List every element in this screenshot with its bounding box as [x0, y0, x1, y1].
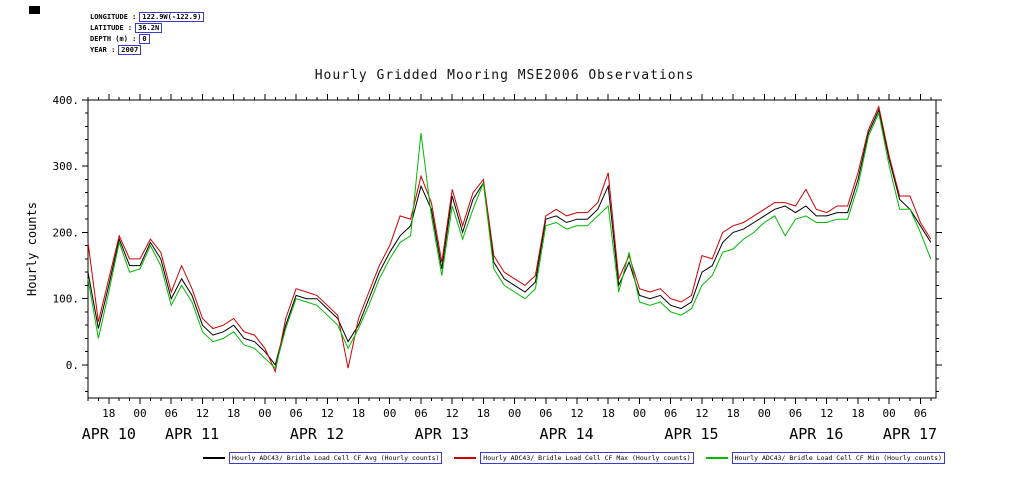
series-line-0: [87, 108, 932, 367]
svg-text:12: 12: [196, 407, 209, 420]
longitude-value[interactable]: 122.9W(-122.9): [139, 12, 205, 22]
svg-text:18: 18: [602, 407, 615, 420]
metadata-row-year: YEAR : 2007: [90, 45, 204, 55]
avg-legend-label[interactable]: Hourly ADC43/ Bridle Load Cell CF Avg (H…: [229, 452, 443, 464]
svg-text:18: 18: [227, 407, 240, 420]
metadata-row-longitude: LONGITUDE : 122.9W(-122.9): [90, 12, 205, 22]
svg-text:APR 11: APR 11: [165, 425, 219, 443]
svg-text:400.: 400.: [53, 94, 80, 107]
latitude-value[interactable]: 36.2N: [135, 23, 163, 33]
svg-text:18: 18: [851, 407, 864, 420]
legend-item-min: Hourly ADC43/ Bridle Load Cell CF Min (H…: [705, 452, 945, 464]
axis-ticks: [82, 94, 942, 404]
svg-text:APR 15: APR 15: [664, 425, 718, 443]
svg-text:06: 06: [165, 407, 178, 420]
svg-text:APR 12: APR 12: [290, 425, 344, 443]
axis-labels: 0. 100. 200. 300. 400. 18 00 06 12 18 00 06 12 18 00 06…: [25, 94, 937, 443]
longitude-label: LONGITUDE :: [90, 13, 137, 21]
depth-label: DEPTH (m) :: [90, 35, 137, 43]
svg-text:12: 12: [570, 407, 583, 420]
svg-text:18: 18: [477, 407, 490, 420]
max-legend-label[interactable]: Hourly ADC43/ Bridle Load Cell CF Max (H…: [480, 452, 694, 464]
legend-item-avg: Hourly ADC43/ Bridle Load Cell CF Avg (H…: [203, 452, 443, 464]
chart-title: Hourly Gridded Mooring MSE2006 Observati…: [314, 68, 695, 83]
svg-text:200.: 200.: [53, 226, 80, 239]
series-line-1: [87, 104, 932, 374]
svg-text:300.: 300.: [53, 160, 80, 173]
svg-text:06: 06: [414, 407, 427, 420]
svg-text:06: 06: [664, 407, 677, 420]
svg-text:06: 06: [914, 407, 927, 420]
svg-text:APR 10: APR 10: [82, 425, 136, 443]
svg-text:00: 00: [133, 407, 146, 420]
avg-line-swatch: [203, 457, 225, 459]
svg-text:100.: 100.: [53, 293, 80, 306]
legend-item-max: Hourly ADC43/ Bridle Load Cell CF Max (H…: [454, 452, 694, 464]
svg-text:12: 12: [695, 407, 708, 420]
svg-text:APR 16: APR 16: [789, 425, 843, 443]
svg-text:06: 06: [539, 407, 552, 420]
svg-text:12: 12: [446, 407, 459, 420]
svg-text:06: 06: [789, 407, 802, 420]
svg-text:APR 14: APR 14: [540, 425, 594, 443]
year-value[interactable]: 2007: [118, 45, 142, 55]
svg-text:18: 18: [726, 407, 739, 420]
plot-frame: [87, 99, 937, 399]
svg-text:06: 06: [289, 407, 302, 420]
year-label: YEAR :: [90, 46, 116, 54]
data-series: [87, 104, 932, 374]
svg-text:00: 00: [508, 407, 521, 420]
svg-text:12: 12: [820, 407, 833, 420]
depth-value[interactable]: 0: [139, 34, 150, 44]
svg-text:18: 18: [102, 407, 115, 420]
metadata-block: LONGITUDE : 122.9W(-122.9) LATITUDE : 36…: [90, 12, 205, 56]
svg-text:APR 17: APR 17: [883, 425, 937, 443]
svg-text:APR 13: APR 13: [415, 425, 469, 443]
chart-legend: Hourly ADC43/ Bridle Load Cell CF Avg (H…: [203, 452, 945, 464]
svg-text:18: 18: [352, 407, 365, 420]
min-legend-label[interactable]: Hourly ADC43/ Bridle Load Cell CF Min (H…: [731, 452, 945, 464]
svg-text:00: 00: [883, 407, 896, 420]
max-line-swatch: [454, 457, 477, 459]
series-line-2: [87, 111, 932, 370]
metadata-row-latitude: LATITUDE : 36.2N: [90, 23, 204, 33]
min-line-swatch: [705, 457, 728, 459]
chart-canvas: 0. 100. 200. 300. 400. 18 00 06 12 18 00 06 12 18 00 06…: [25, 94, 942, 443]
svg-text:00: 00: [633, 407, 646, 420]
svg-text:00: 00: [383, 407, 396, 420]
corner-mark: [29, 6, 40, 14]
svg-text:Hourly counts: Hourly counts: [25, 202, 39, 296]
svg-text:00: 00: [258, 407, 271, 420]
svg-text:00: 00: [758, 407, 771, 420]
metadata-row-depth: DEPTH (m) : 0: [90, 34, 204, 44]
latitude-label: LATITUDE :: [90, 24, 133, 32]
svg-text:0.: 0.: [66, 359, 79, 372]
svg-text:12: 12: [321, 407, 334, 420]
